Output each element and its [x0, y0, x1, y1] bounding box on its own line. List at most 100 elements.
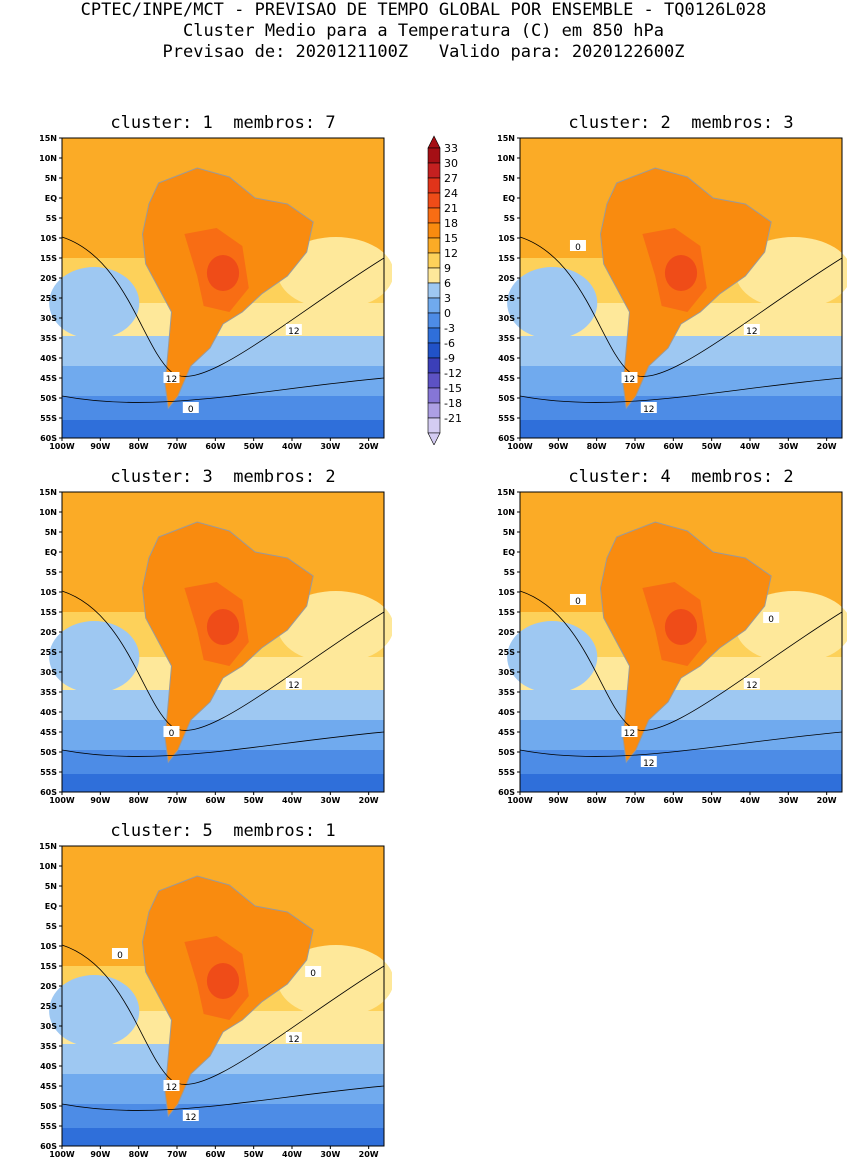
contour-label: 12: [746, 327, 757, 337]
x-tick-label: 40W: [740, 796, 760, 805]
colorbar-swatch: [427, 327, 441, 344]
y-tick-label: 20S: [498, 274, 515, 283]
colorbar-label: 24: [444, 187, 458, 200]
y-tick-label: 10S: [498, 588, 515, 597]
colorbar-swatch: [427, 147, 441, 164]
y-tick-label: 20S: [40, 274, 57, 283]
contour-label: 0: [575, 597, 581, 607]
x-tick-label: 70W: [625, 796, 645, 805]
y-tick-label: 60S: [40, 434, 57, 443]
colorbar-swatch: [427, 162, 441, 179]
y-tick-label: 15N: [39, 488, 57, 497]
colorbar-swatch: [427, 267, 441, 284]
y-tick-label: 15S: [40, 608, 57, 617]
y-tick-label: 10N: [497, 508, 515, 517]
y-tick-label: 55S: [40, 414, 57, 423]
x-tick-label: 80W: [129, 442, 149, 451]
panel-3-title: cluster: 3 membros: 2: [110, 467, 336, 487]
x-tick-label: 50W: [702, 442, 722, 451]
colorbar-label: -6: [444, 337, 455, 350]
x-tick-label: 80W: [587, 796, 607, 805]
y-tick-label: 45S: [498, 374, 515, 383]
x-tick-label: 100W: [49, 442, 75, 451]
colorbar-swatch: [427, 252, 441, 269]
map-panel-3: 12 0 15N 10N 5N EQ 5S 10S 15S 20S 25S 30S 35S 40S 45S 5…: [39, 488, 392, 805]
contour-label: 0: [768, 615, 774, 625]
x-tick-label: 100W: [49, 796, 75, 805]
x-tick-label: 40W: [282, 442, 302, 451]
contour-label: 12: [288, 681, 299, 691]
colorbar-label: 21: [444, 202, 458, 215]
colorbar-swatch: [427, 237, 441, 254]
colorbar-swatch: [427, 297, 441, 314]
colorbar-swatch: [427, 177, 441, 194]
y-tick-label: 5N: [45, 882, 57, 891]
y-tick-label: 30S: [498, 668, 515, 677]
y-tick-label: 30S: [40, 314, 57, 323]
colorbar-swatch: [427, 192, 441, 209]
colorbar-label: 3: [444, 292, 451, 305]
colorbar-label: 30: [444, 157, 458, 170]
contour-label: 12: [624, 375, 635, 385]
y-tick-label: 5N: [503, 174, 515, 183]
contour-label: 12: [746, 681, 757, 691]
y-tick-label: 35S: [498, 334, 515, 343]
y-tick-label: 15N: [39, 134, 57, 143]
x-tick-label: 50W: [244, 442, 264, 451]
colorbar-swatch: [427, 387, 441, 404]
x-tick-label: 100W: [49, 1150, 75, 1159]
x-tick-label: 70W: [167, 1150, 187, 1159]
y-tick-label: 35S: [40, 1042, 57, 1051]
colorbar-swatch: [427, 417, 441, 434]
x-tick-label: 90W: [548, 796, 568, 805]
colorbar-label: -15: [444, 382, 462, 395]
contour-label: 0: [188, 405, 194, 415]
x-tick-label: 30W: [778, 796, 798, 805]
y-tick-label: 30S: [40, 668, 57, 677]
y-tick-label: 40S: [40, 1062, 57, 1071]
colorbar-label: -9: [444, 352, 455, 365]
colorbar-label: -12: [444, 367, 462, 380]
y-tick-label: 15S: [498, 608, 515, 617]
header-line-3: Previsao de: 2020121100Z Valido para: 20…: [162, 42, 685, 62]
y-tick-label: 35S: [40, 334, 57, 343]
y-tick-label: 50S: [498, 394, 515, 403]
y-tick-label: 10S: [40, 588, 57, 597]
x-tick-label: 50W: [244, 1150, 264, 1159]
y-tick-label: 5S: [504, 568, 516, 577]
colorbar-swatch: [427, 372, 441, 389]
y-tick-label: 45S: [40, 728, 57, 737]
y-tick-label: 35S: [40, 688, 57, 697]
y-tick-label: 45S: [40, 1082, 57, 1091]
y-tick-label: 30S: [498, 314, 515, 323]
y-tick-label: EQ: [45, 548, 57, 557]
panel-5-title: cluster: 5 membros: 1: [110, 821, 336, 841]
colorbar-label: -3: [444, 322, 455, 335]
y-tick-label: 25S: [40, 294, 57, 303]
contour-label: 12: [288, 327, 299, 337]
y-tick-label: 15S: [40, 962, 57, 971]
x-tick-label: 40W: [282, 1150, 302, 1159]
colorbar-label: 15: [444, 232, 458, 245]
colorbar-label: 0: [444, 307, 451, 320]
x-tick-label: 20W: [359, 796, 379, 805]
x-tick-label: 70W: [625, 442, 645, 451]
y-tick-label: 25S: [40, 1002, 57, 1011]
y-tick-label: 50S: [498, 748, 515, 757]
map-panel-1: 12 12 0 15N 10N 5N EQ 5S 10S 15S 20S 25S 30S 35S 40S 45…: [39, 134, 392, 451]
x-tick-label: 30W: [778, 442, 798, 451]
y-tick-label: 10N: [497, 154, 515, 163]
y-tick-label: 50S: [40, 1102, 57, 1111]
y-tick-label: 5N: [45, 174, 57, 183]
x-tick-label: 40W: [740, 442, 760, 451]
y-tick-label: 60S: [498, 788, 515, 797]
y-tick-label: 15N: [497, 134, 515, 143]
y-tick-label: 55S: [498, 414, 515, 423]
y-tick-label: 55S: [498, 768, 515, 777]
x-tick-label: 20W: [359, 442, 379, 451]
x-tick-label: 60W: [205, 1150, 225, 1159]
map-panel-2: 12 12 12 0 15N 10N 5N EQ 5S 10S 15S 20S 25S 30S 35S 40S…: [497, 134, 847, 451]
y-tick-label: 25S: [40, 648, 57, 657]
contour-label: 0: [169, 729, 175, 739]
contour-label: 0: [117, 951, 123, 961]
